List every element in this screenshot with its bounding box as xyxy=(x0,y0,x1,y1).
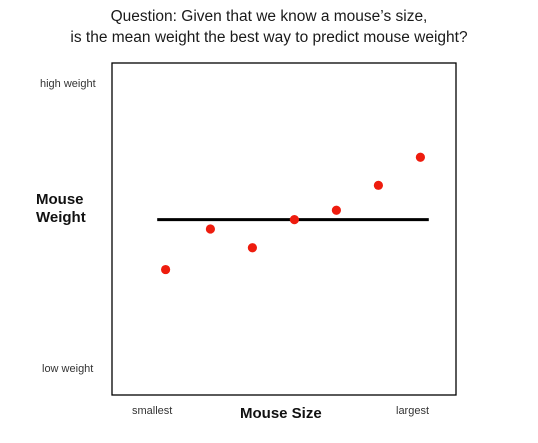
question-title: Question: Given that we know a mouse’s s… xyxy=(0,6,538,48)
y-tick-low-weight: low weight xyxy=(42,363,93,375)
data-point-7 xyxy=(415,152,425,162)
y-axis-title-line-2: Weight xyxy=(36,209,86,226)
data-point-1 xyxy=(161,264,171,275)
plot-frame xyxy=(111,62,457,396)
data-point-4 xyxy=(289,215,299,225)
data-point-6 xyxy=(373,180,383,190)
y-tick-high-weight: high weight xyxy=(40,78,96,90)
x-axis-title: Mouse Size xyxy=(240,405,322,422)
y-axis-title-line-1: Mouse xyxy=(36,191,84,208)
data-point-3 xyxy=(247,243,257,253)
x-tick-largest: largest xyxy=(396,405,429,417)
question-line-1: Question: Given that we know a mouse’s s… xyxy=(110,8,428,25)
data-point-5 xyxy=(331,205,341,215)
x-tick-smallest: smallest xyxy=(132,405,172,417)
question-line-2: is the mean weight the best way to predi… xyxy=(70,29,468,46)
data-point-2 xyxy=(205,224,215,234)
